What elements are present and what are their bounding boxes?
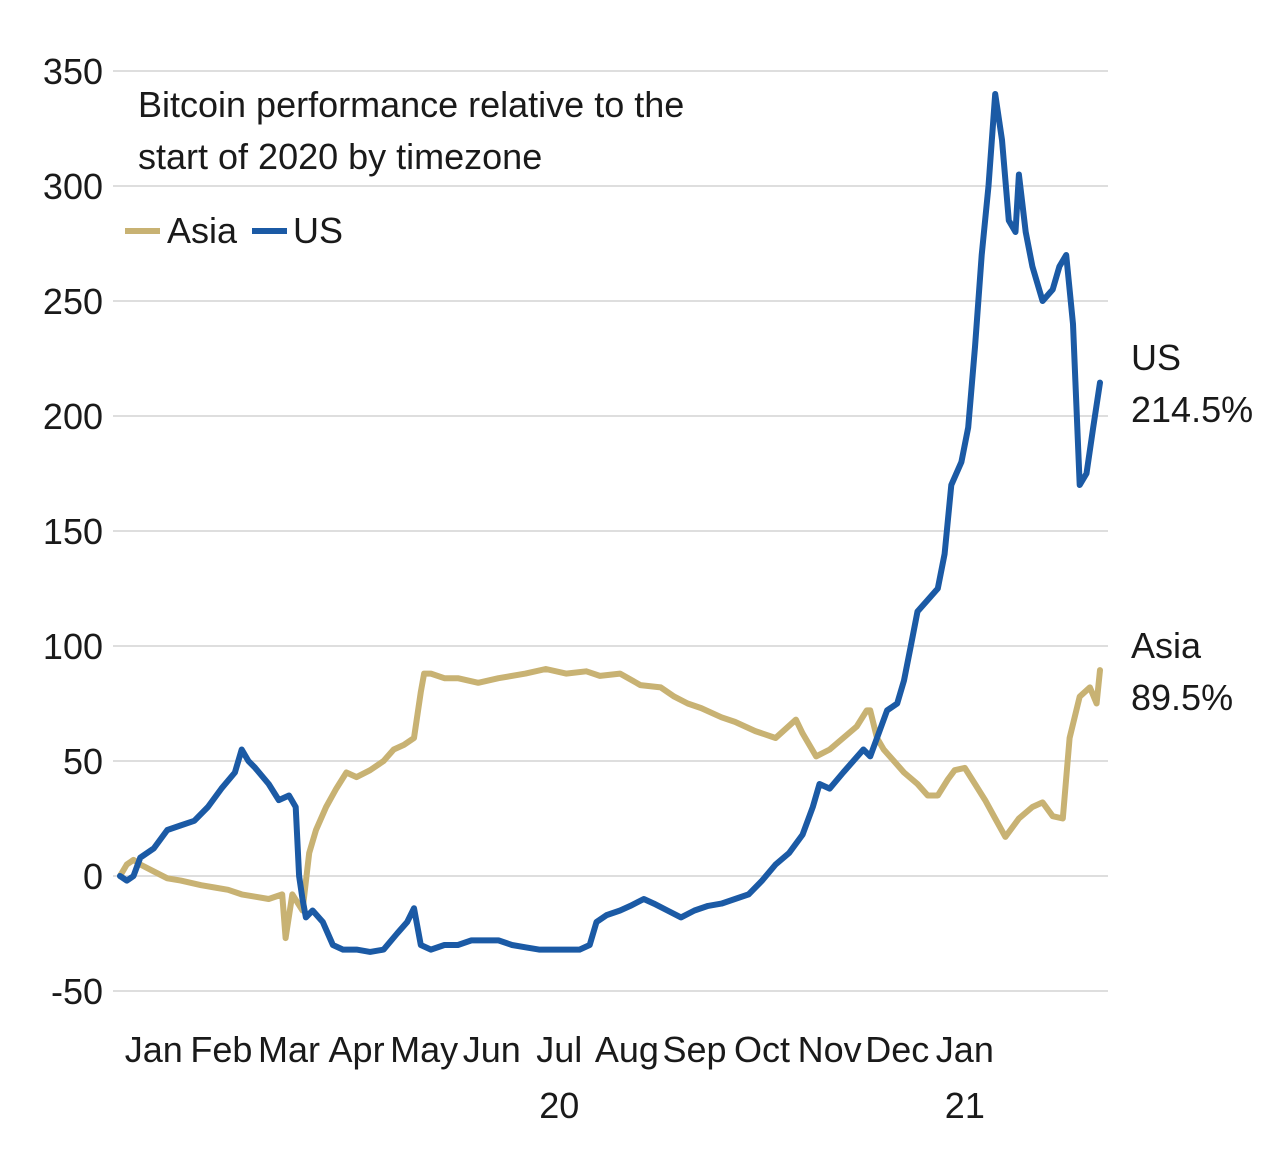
x-year-label: 21 — [945, 1085, 985, 1126]
x-tick-label: May — [390, 1029, 458, 1070]
x-year-label: 20 — [539, 1085, 579, 1126]
x-tick-label: Jan — [936, 1029, 994, 1070]
end-label-us: US 214.5% — [1131, 337, 1253, 430]
end-label-asia-value: 89.5% — [1131, 677, 1233, 718]
series-line-us — [117, 91, 1103, 955]
x-tick-label: Feb — [190, 1029, 252, 1070]
x-tick-label: Oct — [734, 1029, 790, 1070]
end-label-us-value: 214.5% — [1131, 389, 1253, 430]
legend-label-us: US — [293, 210, 343, 251]
y-tick-label: 250 — [43, 281, 103, 322]
series-lines — [117, 91, 1103, 955]
y-tick-label: -50 — [51, 971, 103, 1012]
y-tick-label: 0 — [83, 856, 103, 897]
y-tick-label: 50 — [63, 741, 103, 782]
end-label-asia: Asia 89.5% — [1131, 625, 1233, 718]
chart-title-line-2: start of 2020 by timezone — [138, 136, 542, 177]
y-tick-label: 200 — [43, 396, 103, 437]
end-label-asia-name: Asia — [1131, 625, 1202, 666]
y-tick-label: 350 — [43, 51, 103, 92]
y-tick-label: 100 — [43, 626, 103, 667]
chart-title-line-1: Bitcoin performance relative to the — [138, 84, 684, 125]
x-axis-ticks: Jan Feb Mar Apr May Jun Jul Aug Sep Oct Nov Dec Jan2… — [125, 1029, 994, 1126]
gridlines — [113, 70, 1108, 992]
x-tick-label: Jan — [125, 1029, 183, 1070]
y-tick-label: 150 — [43, 511, 103, 552]
x-tick-label: Nov — [798, 1029, 862, 1070]
x-tick-label: Sep — [662, 1029, 726, 1070]
x-tick-label: Apr — [329, 1029, 385, 1070]
legend: Asia US — [125, 210, 343, 251]
x-tick-label: Dec — [865, 1029, 929, 1070]
legend-label-asia: Asia — [167, 210, 238, 251]
x-tick-label: Mar — [258, 1029, 320, 1070]
end-label-us-name: US — [1131, 337, 1181, 378]
series-line-asia — [117, 666, 1103, 942]
x-tick-label: Jul — [536, 1029, 582, 1070]
x-tick-label: Aug — [595, 1029, 659, 1070]
y-axis-ticks: 350 300 250 200 150 100 50 0 -50 — [43, 51, 103, 1012]
y-tick-label: 300 — [43, 166, 103, 207]
x-tick-label: Jun — [463, 1029, 521, 1070]
